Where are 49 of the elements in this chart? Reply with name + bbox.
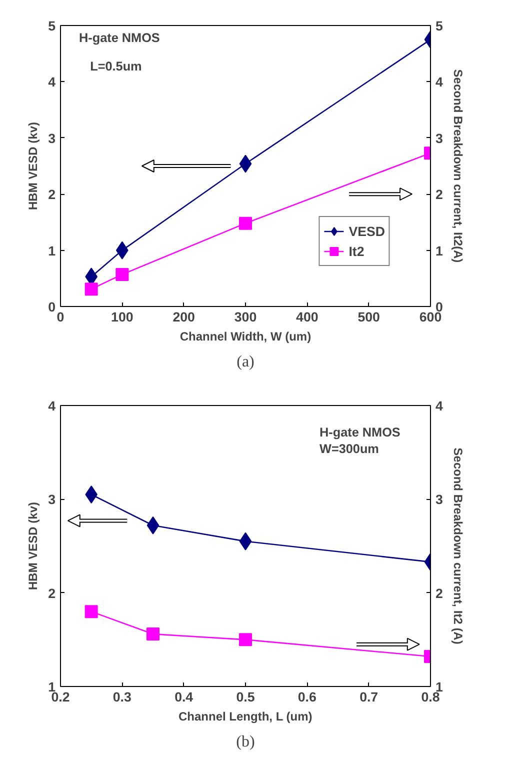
y2-tick-label: 5 <box>436 18 444 34</box>
y2-tick-label: 3 <box>436 130 443 146</box>
x-tick-label: 300 <box>234 310 257 324</box>
y2-tick-label: 2 <box>436 586 443 601</box>
point <box>84 605 98 618</box>
point <box>239 216 252 230</box>
x-tick-label: 0.6 <box>298 690 316 704</box>
x-tick-label: 0.4 <box>174 690 194 704</box>
x-axis-title: Channel Width, W (um) <box>180 330 312 344</box>
annotation: H-gate NMOS W=300um <box>320 425 400 456</box>
legend-label: It2 <box>348 244 366 258</box>
y-axis-title: HBM VESD (kv) <box>26 122 40 210</box>
x-tick-label: 400 <box>296 310 318 324</box>
y2-tick-label: 4 <box>436 398 444 414</box>
annotation: L=0.5um <box>90 59 142 74</box>
y-tick-label: 4 <box>48 398 56 414</box>
y-axis-title: HBM VESD (kv) <box>26 502 40 590</box>
x-tick-label: 0.7 <box>360 690 378 704</box>
point <box>239 633 252 646</box>
y-tick-label: 4 <box>48 74 56 90</box>
y2-axis-title: Second Breakdown current, It2 (A) <box>450 448 465 644</box>
point <box>84 282 98 296</box>
y-tick-label: 3 <box>48 130 56 146</box>
x-axis-title: Channel Length, L (um) <box>178 710 312 724</box>
y-tick-label: 1 <box>48 243 56 258</box>
legend-label: VESD <box>348 224 385 238</box>
x-tick-label: 200 <box>172 310 195 324</box>
y-tick-label: 0 <box>48 300 56 314</box>
y-tick-label: 2 <box>48 586 56 601</box>
text: (b) <box>236 734 255 750</box>
text: (a) <box>236 354 254 370</box>
y2-tick-label: 1 <box>436 243 444 258</box>
annotation: H-gate NMOS <box>79 31 160 46</box>
y2-tick-label: 2 <box>436 187 443 202</box>
y2-tick-label: 3 <box>436 492 443 508</box>
y2-tick-label: 4 <box>436 74 444 90</box>
x-tick-label: 500 <box>358 310 380 324</box>
y2-axis-title: Second Breakdown current, It2(A) <box>450 69 465 263</box>
x-tick-label: 100 <box>111 310 134 324</box>
y-tick-label: 3 <box>48 492 56 508</box>
point <box>116 268 129 281</box>
point <box>146 628 160 641</box>
point <box>239 532 252 550</box>
point <box>146 516 160 534</box>
x-tick-label: 0.3 <box>112 690 132 704</box>
x-tick-label: 0.5 <box>236 690 256 704</box>
point <box>239 154 252 173</box>
y-tick-label: 5 <box>48 18 56 34</box>
y-tick-label: 2 <box>48 187 56 202</box>
